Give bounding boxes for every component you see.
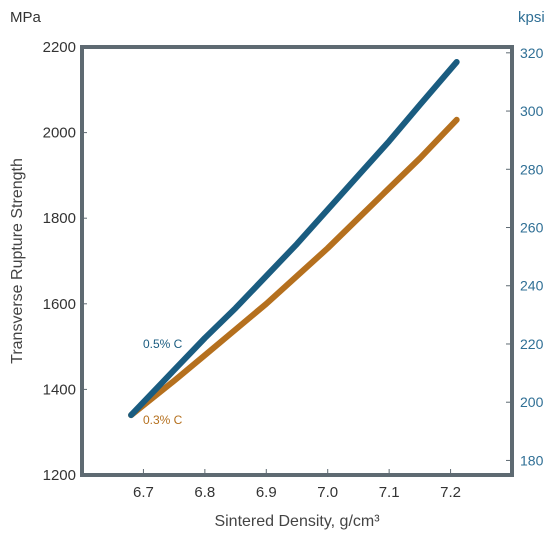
series-line-1 bbox=[128, 116, 460, 419]
y2-tick-label: 200 bbox=[520, 394, 544, 410]
series-line-0 bbox=[128, 59, 460, 419]
y-axis-label: Transverse Rupture Strength bbox=[9, 158, 26, 364]
series-label-0-5c: 0.5% C bbox=[143, 337, 183, 351]
x-tick-label: 7.1 bbox=[379, 484, 400, 501]
x-tick-label: 6.9 bbox=[256, 484, 277, 501]
y2-tick-label: 260 bbox=[520, 220, 544, 236]
y2-tick-label: 300 bbox=[520, 103, 544, 119]
x-tick-label: 7.0 bbox=[317, 484, 338, 501]
x-tick-label: 7.2 bbox=[440, 484, 461, 501]
y2-tick-label: 320 bbox=[520, 45, 544, 61]
y-tick-label: 1600 bbox=[43, 296, 76, 313]
y-tick-label: 1400 bbox=[43, 381, 76, 398]
y2-tick-label: 240 bbox=[520, 278, 544, 294]
y2-tick-label: 220 bbox=[520, 336, 544, 352]
x-axis-label: Sintered Density, g/cm³ bbox=[214, 513, 380, 530]
y-tick-label: 2000 bbox=[43, 125, 76, 142]
x-tick-label: 6.7 bbox=[133, 484, 154, 501]
y-tick-label: 2200 bbox=[43, 39, 76, 56]
series-label-0-3c: 0.3% C bbox=[143, 413, 183, 427]
y-tick-label: 1200 bbox=[43, 467, 76, 484]
y2-tick-label: 280 bbox=[520, 161, 544, 177]
x-tick-label: 6.8 bbox=[194, 484, 215, 501]
y-tick-label: 1800 bbox=[43, 210, 76, 227]
plot-frame bbox=[80, 45, 514, 477]
y2-tick-label: 180 bbox=[520, 452, 544, 468]
left-axis-unit: MPa bbox=[10, 9, 42, 26]
right-axis-unit: kpsi bbox=[518, 9, 545, 26]
